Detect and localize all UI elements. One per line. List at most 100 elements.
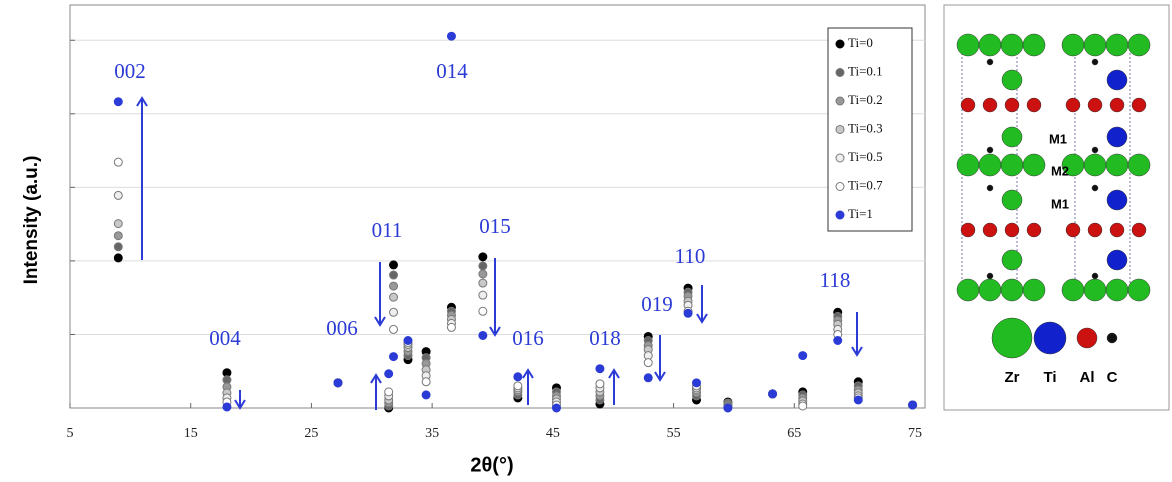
point	[446, 31, 456, 41]
arrow-head	[608, 368, 620, 379]
atom	[1004, 222, 1020, 238]
point	[389, 260, 399, 270]
atom	[1106, 69, 1128, 91]
point	[389, 307, 399, 317]
atom	[1109, 97, 1125, 113]
point	[595, 364, 605, 374]
atom	[1083, 33, 1107, 57]
structure-diagram: M1 M2 M1 Zr Ti Al C	[956, 33, 1151, 386]
point	[333, 378, 343, 388]
atom	[1091, 58, 1099, 66]
point	[113, 231, 123, 241]
atom	[1022, 278, 1046, 302]
point	[478, 252, 488, 262]
arrow-head	[370, 373, 382, 384]
peak-label: 110	[675, 244, 706, 268]
atom	[1106, 126, 1128, 148]
site-label: M2	[1051, 163, 1069, 178]
x-axis-label: 2θ(°)	[470, 454, 513, 476]
atom-label: C	[1107, 369, 1118, 386]
legend-marker	[835, 125, 845, 134]
point	[389, 324, 399, 334]
y-axis-label: Intensity (a.u.)	[21, 156, 42, 285]
point	[478, 306, 488, 316]
legend-marker	[835, 68, 845, 77]
peak-label: 011	[372, 218, 403, 242]
atom-label: Zr	[1005, 369, 1020, 386]
atom	[1065, 222, 1081, 238]
legend-marker	[835, 153, 845, 163]
point	[478, 278, 488, 288]
atom	[978, 33, 1002, 57]
point	[113, 97, 123, 107]
arrow-head	[136, 96, 148, 107]
peak-label: 015	[479, 214, 511, 238]
atom	[1022, 153, 1046, 177]
atom	[1131, 97, 1147, 113]
point	[384, 387, 394, 397]
x-tick-label: 45	[546, 426, 560, 441]
x-tick-label: 55	[667, 426, 681, 441]
atom	[1083, 153, 1107, 177]
x-tick-label: 25	[304, 426, 318, 441]
legend-marker	[835, 96, 845, 106]
atom	[991, 317, 1033, 359]
atom	[1001, 189, 1023, 211]
atom	[1105, 278, 1129, 302]
atom	[1083, 278, 1107, 302]
atom	[1065, 97, 1081, 113]
point	[833, 335, 843, 345]
atom	[1087, 222, 1103, 238]
peak-label: 016	[512, 326, 544, 350]
point	[403, 335, 413, 345]
peak-label: 002	[114, 59, 146, 83]
legend-label: Ti=0.1	[848, 63, 883, 78]
atom	[978, 278, 1002, 302]
peak-label: 006	[326, 316, 358, 340]
point	[723, 403, 733, 413]
legend-label: Ti=0.5	[848, 149, 883, 164]
peak-label: 118	[820, 268, 851, 292]
arrow-head	[696, 313, 708, 324]
point	[384, 369, 394, 379]
atom	[986, 58, 994, 66]
atom	[1105, 153, 1129, 177]
atom	[960, 222, 976, 238]
legend-label: Ti=0.3	[848, 120, 883, 135]
atom	[1091, 146, 1099, 154]
point	[478, 290, 488, 300]
point	[798, 401, 808, 411]
atom	[986, 272, 994, 280]
arrow-head	[374, 316, 386, 327]
atom	[1061, 33, 1085, 57]
atom	[1026, 222, 1042, 238]
point	[389, 352, 399, 362]
atom	[1076, 327, 1098, 349]
point	[692, 378, 702, 388]
atom	[1106, 249, 1128, 271]
point	[389, 270, 399, 280]
atom	[1001, 249, 1023, 271]
peak-label: 018	[589, 326, 621, 350]
point	[421, 377, 431, 387]
peak-label: 004	[209, 326, 241, 350]
atom	[1001, 69, 1023, 91]
point	[113, 242, 123, 252]
peak-label: 014	[436, 59, 468, 83]
point	[908, 400, 918, 410]
legend-marker	[835, 210, 845, 220]
atom	[982, 97, 998, 113]
point	[421, 390, 431, 400]
point	[478, 330, 488, 340]
atom	[1000, 33, 1024, 57]
atom	[1033, 321, 1067, 355]
atom	[1001, 126, 1023, 148]
atom	[1131, 222, 1147, 238]
arrow-head	[489, 326, 501, 337]
arrow-head	[851, 346, 863, 357]
atom	[1106, 189, 1128, 211]
atom	[1000, 278, 1024, 302]
point	[478, 261, 488, 271]
point	[643, 358, 653, 368]
